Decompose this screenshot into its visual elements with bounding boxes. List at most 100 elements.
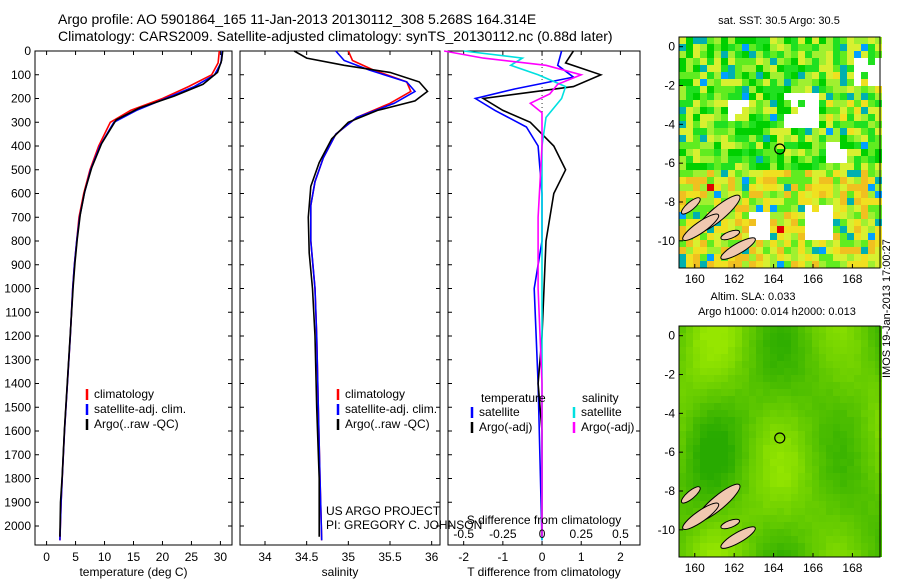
map-cell	[749, 100, 756, 107]
map-cell	[840, 410, 847, 417]
map-cell	[686, 100, 693, 107]
map-cell	[693, 529, 700, 536]
map-cell	[847, 198, 854, 205]
map-cell	[777, 261, 784, 268]
map-cell	[763, 205, 770, 212]
map-cell	[875, 93, 882, 100]
map-cell	[777, 93, 784, 100]
map-cell	[679, 240, 686, 247]
y-tick-label: 1800	[4, 472, 31, 486]
map-cell	[756, 65, 763, 72]
map-cell	[847, 501, 854, 508]
map-cell	[833, 58, 840, 65]
map-cell	[749, 79, 756, 86]
map-cell	[812, 247, 819, 254]
y-tick-label: 0	[24, 44, 31, 58]
map-cell	[812, 368, 819, 375]
map-cell	[819, 326, 826, 333]
map-cell	[693, 445, 700, 452]
map-cell	[770, 501, 777, 508]
map-cell	[728, 86, 735, 93]
map-cell	[861, 72, 868, 79]
map-cell	[763, 543, 770, 550]
map-cell	[798, 135, 805, 142]
map-cell	[868, 536, 875, 543]
map-cell	[819, 410, 826, 417]
map-cell	[847, 51, 854, 58]
map-cell	[707, 347, 714, 354]
map-cell	[749, 58, 756, 65]
map-cell	[756, 424, 763, 431]
map-cell	[840, 424, 847, 431]
map-cell	[805, 58, 812, 65]
map-cell	[749, 508, 756, 515]
map-cell	[854, 424, 861, 431]
map-cell	[833, 177, 840, 184]
map-cell	[861, 107, 868, 114]
map-cell	[749, 452, 756, 459]
map-cell	[756, 452, 763, 459]
map-cell	[686, 191, 693, 198]
map-cell	[826, 240, 833, 247]
map-cell	[784, 452, 791, 459]
map-cell	[777, 375, 784, 382]
x-tick-label: 160	[685, 561, 705, 575]
map-cell	[861, 410, 868, 417]
map-cell	[721, 128, 728, 135]
map-cell	[777, 170, 784, 177]
map-cell	[854, 480, 861, 487]
y-tick-label: -2	[664, 368, 675, 382]
map-cell	[707, 240, 714, 247]
map-cell	[798, 529, 805, 536]
map-cell	[840, 177, 847, 184]
map-cell	[777, 58, 784, 65]
x-tick-label: 168	[842, 561, 862, 575]
map-cell	[700, 522, 707, 529]
map-cell	[721, 466, 728, 473]
map-cell	[819, 44, 826, 51]
map-cell	[679, 254, 686, 261]
map-cell	[791, 494, 798, 501]
map-cell	[728, 431, 735, 438]
map-cell	[742, 410, 749, 417]
map-cell	[826, 487, 833, 494]
map-cell	[693, 86, 700, 93]
map-cell	[798, 438, 805, 445]
map-cell	[840, 522, 847, 529]
map-cell	[749, 149, 756, 156]
map-cell	[679, 508, 686, 515]
map-cell	[798, 543, 805, 550]
map-cell	[686, 114, 693, 121]
map-cell	[791, 487, 798, 494]
map-cell	[805, 121, 812, 128]
y-tick-label: 1400	[4, 377, 31, 391]
map-cell	[693, 326, 700, 333]
map-cell	[784, 51, 791, 58]
map-cell	[847, 368, 854, 375]
map-cell	[721, 226, 728, 233]
y-tick-label: 2000	[4, 519, 31, 533]
map-cell	[777, 382, 784, 389]
map-cell	[777, 487, 784, 494]
map-cell	[868, 93, 875, 100]
map-cell	[861, 368, 868, 375]
map-cell	[847, 487, 854, 494]
map-cell	[819, 79, 826, 86]
map-cell	[798, 494, 805, 501]
map-cell	[791, 261, 798, 268]
map-cell	[854, 340, 861, 347]
map-cell	[798, 121, 805, 128]
map-cell	[763, 431, 770, 438]
map-cell	[805, 508, 812, 515]
map-cell	[693, 240, 700, 247]
map-cell	[756, 445, 763, 452]
map-cell	[784, 354, 791, 361]
map-cell	[833, 163, 840, 170]
map-cell	[700, 354, 707, 361]
map-cell	[749, 114, 756, 121]
map-cell	[707, 417, 714, 424]
x-tick-label: 168	[842, 272, 862, 286]
map-cell	[847, 261, 854, 268]
map-cell	[763, 135, 770, 142]
map-cell	[861, 170, 868, 177]
